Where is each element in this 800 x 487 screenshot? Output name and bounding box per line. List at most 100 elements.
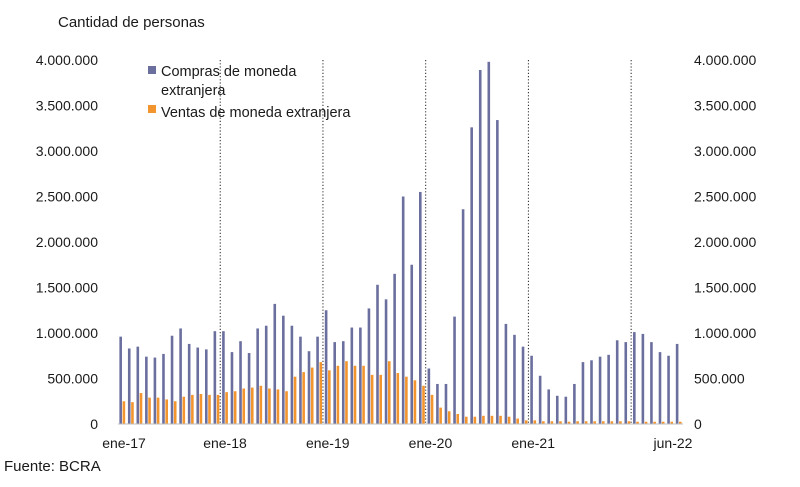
bar-ventas-ene-22 (636, 421, 639, 424)
bar-ventas-feb-22 (644, 421, 648, 424)
bar-ventas-feb-17 (131, 402, 134, 424)
y-axis-title: Cantidad de personas (58, 14, 205, 31)
bar-ventas-nov-19 (413, 380, 417, 424)
bar-compras-nov-21 (615, 340, 619, 424)
bar-compras-abr-20 (453, 316, 456, 424)
bar-ventas-ago-19 (387, 361, 391, 424)
bar-ventas-may-22 (670, 421, 674, 424)
bar-ventas-jul-19 (379, 374, 382, 424)
bar-ventas-abr-21 (559, 421, 562, 424)
bar-compras-may-17 (153, 357, 157, 424)
legend-swatch-ventas (148, 105, 156, 113)
x-tick-ene-21: ene-21 (511, 435, 555, 451)
bar-ventas-jul-21 (584, 421, 588, 424)
bar-ventas-dic-17 (216, 394, 220, 424)
bar-compras-jul-18 (273, 303, 277, 424)
bar-ventas-abr-20 (456, 413, 460, 424)
bar-ventas-sep-21 (601, 421, 605, 424)
bar-ventas-nov-20 (516, 418, 519, 424)
x-tick-ene-20: ene-20 (409, 435, 453, 451)
bar-compras-jun-17 (162, 353, 165, 424)
bar-compras-may-19 (359, 327, 362, 424)
legend: Compras de moneda extranjera Ventas de m… (148, 64, 351, 121)
bar-ventas-ago-21 (593, 421, 597, 424)
x-tick-ene-19: ene-19 (306, 435, 350, 451)
bar-ventas-ene-18 (225, 392, 228, 424)
y-tick-left-3: 1.500.000 (36, 280, 98, 296)
bar-compras-sep-18 (290, 325, 294, 424)
legend-label-compras-line1: Compras de moneda (161, 64, 297, 80)
y-tick-left-6: 3.000.000 (36, 143, 98, 159)
bar-ventas-nov-18 (310, 367, 314, 424)
bar-ventas-may-19 (362, 365, 365, 424)
bar-compras-feb-19 (333, 342, 336, 424)
bar-compras-feb-18 (230, 352, 234, 424)
bar-compras-dic-21 (624, 342, 628, 424)
bar-compras-oct-20 (504, 323, 508, 424)
bar-compras-abr-19 (350, 327, 354, 424)
bar-compras-nov-19 (410, 264, 414, 424)
bar-compras-may-20 (461, 209, 465, 424)
bar-ventas-jun-18 (268, 388, 271, 424)
x-tick-jun-22: jun-22 (653, 435, 693, 451)
bar-compras-dic-17 (213, 331, 217, 424)
y-tick-right-1: 500.000 (694, 371, 745, 387)
bar-ventas-feb-18 (233, 391, 237, 424)
bar-ventas-mar-17 (139, 393, 143, 424)
source-note: Fuente: BCRA (4, 458, 101, 475)
bar-ventas-ago-18 (285, 391, 288, 424)
bar-compras-oct-21 (607, 354, 610, 424)
bar-compras-ago-19 (384, 299, 388, 424)
bar-compras-nov-18 (307, 351, 311, 424)
bar-ventas-mar-18 (242, 388, 246, 424)
y-tick-right-7: 3.500.000 (694, 98, 756, 114)
bar-compras-may-18 (256, 328, 259, 424)
bar-compras-ago-20 (487, 61, 491, 424)
y-ticks-left: 0 500.000 1.000.000 1.500.000 2.000.000 2.500… (36, 52, 99, 432)
bar-compras-oct-18 (299, 336, 302, 424)
bar-ventas-nov-21 (619, 421, 622, 424)
bar-compras-sep-20 (496, 120, 499, 424)
bar-compras-nov-20 (513, 334, 516, 424)
y-tick-left-7: 3.500.000 (36, 98, 98, 114)
bar-compras-sep-21 (598, 356, 602, 424)
bar-ventas-abr-18 (250, 387, 254, 424)
bars-group (119, 61, 682, 424)
bar-compras-may-21 (564, 396, 568, 424)
bar-compras-jun-20 (470, 127, 473, 424)
bar-ventas-ene-17 (122, 401, 126, 424)
bar-compras-jun-18 (264, 325, 268, 424)
bar-compras-oct-17 (196, 347, 200, 424)
bar-compras-feb-22 (641, 333, 645, 424)
bar-ventas-ago-17 (182, 396, 186, 424)
bar-ventas-may-18 (259, 385, 263, 424)
y-tick-right-0: 0 (694, 416, 702, 432)
bar-ventas-feb-20 (439, 407, 442, 424)
bar-ventas-oct-20 (507, 416, 511, 424)
x-tick-ene-18: ene-18 (203, 435, 247, 451)
bar-ventas-feb-21 (542, 421, 545, 424)
bar-ventas-abr-17 (148, 397, 151, 424)
bar-ventas-feb-19 (336, 365, 340, 424)
bar-compras-ene-20 (427, 368, 431, 424)
bar-compras-ene-21 (530, 355, 533, 424)
bar-compras-mar-20 (444, 383, 448, 424)
y-ticks-right: 0 500.000 1.000.000 1.500.000 2.000.000 2.500… (694, 52, 756, 432)
y-tick-right-6: 3.000.000 (694, 143, 756, 159)
x-ticks: ene-17 ene-18 ene-19 ene-20 ene-21 jun-22 (102, 435, 692, 451)
bar-compras-ene-19 (324, 310, 328, 424)
bar-ventas-dic-20 (524, 420, 528, 424)
bar-compras-ago-21 (590, 360, 593, 424)
bar-ventas-may-21 (567, 421, 571, 424)
y-tick-left-1: 500.000 (47, 371, 98, 387)
bar-compras-ene-17 (119, 336, 122, 424)
bar-ventas-sep-17 (191, 394, 194, 424)
bar-compras-mar-17 (136, 346, 140, 424)
bar-compras-mar-18 (239, 341, 242, 424)
bar-compras-nov-17 (204, 349, 208, 424)
y-tick-left-5: 2.500.000 (36, 189, 98, 205)
bar-compras-mar-22 (650, 342, 653, 424)
bar-compras-jun-21 (573, 383, 576, 424)
bar-compras-abr-22 (658, 352, 662, 424)
